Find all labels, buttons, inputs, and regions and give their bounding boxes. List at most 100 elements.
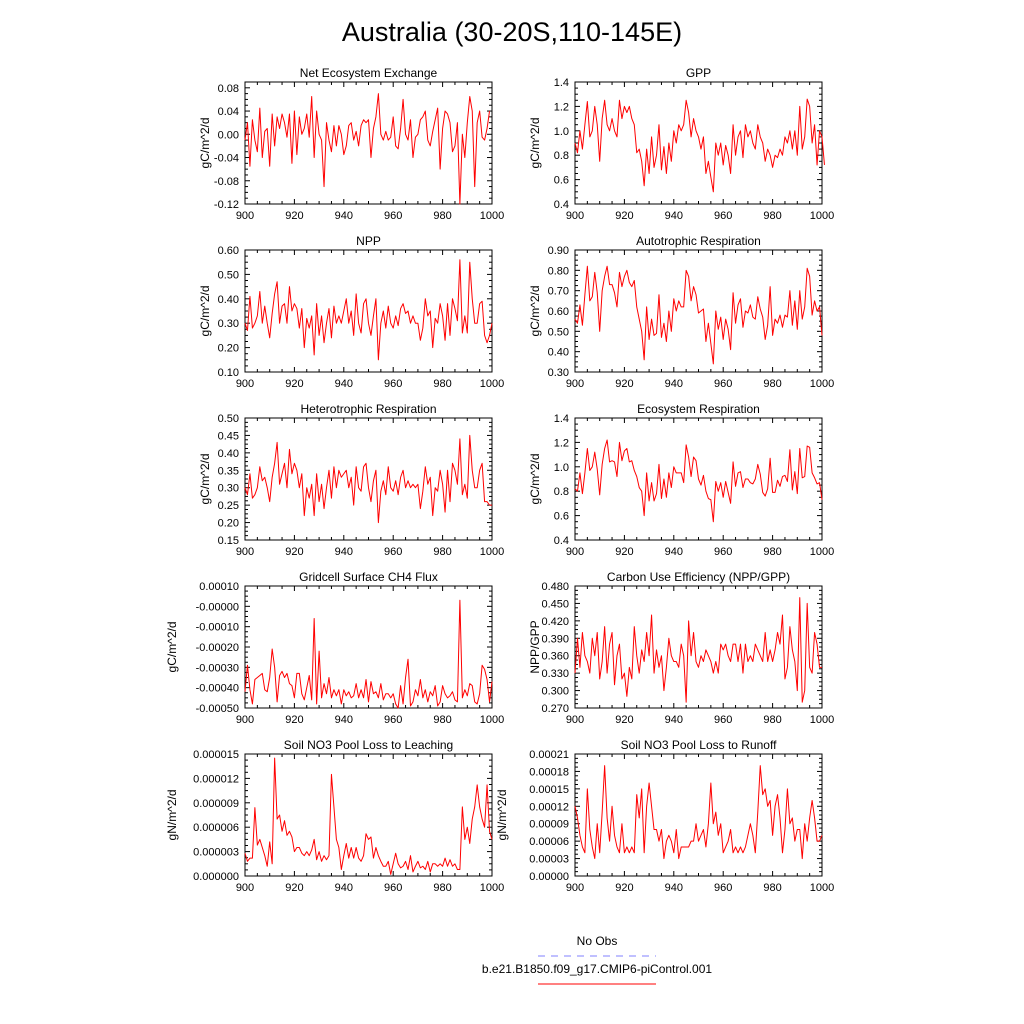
y-tick-label: 0.00012 [529,801,569,813]
y-axis-label: NPP/GPP [528,620,542,673]
x-tick-label: 900 [236,210,254,222]
y-tick-label: 0.00009 [529,819,569,831]
x-tick-label: 980 [433,210,451,222]
y-tick-label: 0.000003 [193,847,239,859]
y-tick-label: 0.00018 [529,766,569,778]
y-tick-label: 0.00 [218,129,239,141]
x-tick-label: 900 [236,714,254,726]
y-tick-label: 0.45 [218,430,239,442]
y-tick-label: 0.00000 [529,871,569,883]
chart-panel: Carbon Use Efficiency (NPP/GPP) NPP/GPP 90… [528,570,834,726]
y-tick-label: 1.0 [554,126,569,138]
x-tick-label: 900 [236,546,254,558]
panel-title: Soil NO3 Pool Loss to Leaching [284,738,453,752]
series-line [244,93,491,205]
x-tick-label: 960 [714,210,732,222]
chart-panel: Soil NO3 Pool Loss to Runoff gN/m^2/d 900 9… [495,738,834,894]
y-tick-label: 0.30 [218,483,239,495]
x-tick-label: 940 [665,546,683,558]
y-tick-label: 1.2 [554,101,569,113]
y-axis-label: gC/m^2/d [198,286,212,337]
x-tick-label: 940 [335,210,353,222]
y-tick-label: 0.35 [218,465,239,477]
chart-panel: Net Ecosystem Exchange gC/m^2/d 900 920 940 9… [198,66,504,222]
x-tick-label: 940 [335,546,353,558]
chart-panel: NPP gC/m^2/d 900 920 940 960 980 1000 0.10 0.20 0.… [198,234,504,390]
series-line [574,765,823,860]
y-tick-label: 0.390 [541,633,569,645]
panel-title: Ecosystem Respiration [637,402,760,416]
y-axis-label: gC/m^2/d [528,286,542,337]
x-tick-label: 1000 [810,714,834,726]
y-axis-label: gC/m^2/d [198,118,212,169]
panel-title: Carbon Use Efficiency (NPP/GPP) [607,570,790,584]
series-line [244,757,493,875]
x-tick-label: 1000 [810,378,834,390]
y-tick-label: 0.270 [541,703,569,715]
y-tick-label: 0.50 [548,326,569,338]
x-tick-label: 900 [236,882,254,894]
x-tick-label: 920 [285,546,303,558]
x-tick-label: 1000 [480,378,504,390]
series-line [244,259,493,361]
plot-frame [574,585,823,709]
legend-model-label: b.e21.B1850.f09_g17.CMIP6-piControl.001 [482,962,712,976]
y-tick-label: 0.420 [541,616,569,628]
y-tick-label: -0.04 [214,153,239,165]
y-tick-label: 0.360 [541,651,569,663]
x-tick-label: 920 [285,882,303,894]
plot-frame [244,417,493,541]
y-tick-label: -0.00030 [196,662,239,674]
y-tick-label: 0.70 [548,286,569,298]
x-tick-label: 960 [714,546,732,558]
y-tick-label: 0.40 [218,294,239,306]
y-tick-label: 0.80 [548,265,569,277]
y-tick-label: 0.000015 [193,749,239,761]
x-tick-label: 980 [763,378,781,390]
y-tick-label: 0.20 [218,518,239,530]
series-line [244,599,493,709]
x-tick-label: 1000 [810,882,834,894]
plot-frame [244,585,493,709]
y-tick-label: 0.50 [218,413,239,425]
y-tick-label: 0.40 [548,347,569,359]
y-tick-label: 0.50 [218,269,239,281]
y-tick-label: 0.8 [554,486,569,498]
y-axis-label: gC/m^2/d [528,118,542,169]
y-tick-label: 0.10 [218,367,239,379]
x-tick-label: 960 [384,546,402,558]
y-tick-label: 0.00010 [199,581,239,593]
y-tick-label: 0.25 [218,500,239,512]
y-axis-label: gC/m^2/d [165,622,179,673]
y-tick-label: 0.8 [554,150,569,162]
x-tick-label: 940 [335,714,353,726]
x-tick-label: 900 [566,882,584,894]
y-tick-label: 0.30 [548,367,569,379]
x-tick-label: 1000 [480,210,504,222]
y-tick-label: 0.480 [541,581,569,593]
y-tick-label: 0.00006 [529,836,569,848]
series-line [574,98,825,193]
x-tick-label: 940 [665,882,683,894]
x-tick-label: 900 [236,378,254,390]
plot-frame [574,753,823,877]
y-tick-label: -0.00020 [196,642,239,654]
x-tick-label: 960 [384,378,402,390]
y-tick-label: 0.4 [554,535,569,547]
y-tick-label: 0.90 [548,245,569,257]
y-tick-label: 0.60 [548,306,569,318]
y-tick-label: 0.00015 [529,784,569,796]
y-tick-label: 0.40 [218,448,239,460]
legend: No Obs b.e21.B1850.f09_g17.CMIP6-piContr… [482,934,712,985]
panel-title: Autotrophic Respiration [636,234,761,248]
y-tick-label: 0.000000 [193,871,239,883]
panel-title: NPP [356,234,381,248]
y-tick-label: 0.000006 [193,822,239,834]
x-tick-label: 900 [566,714,584,726]
x-tick-label: 960 [714,714,732,726]
series-line [244,434,492,524]
x-tick-label: 980 [763,210,781,222]
x-tick-label: 940 [665,210,683,222]
x-tick-label: 1000 [480,714,504,726]
legend-obs-label: No Obs [577,934,618,948]
